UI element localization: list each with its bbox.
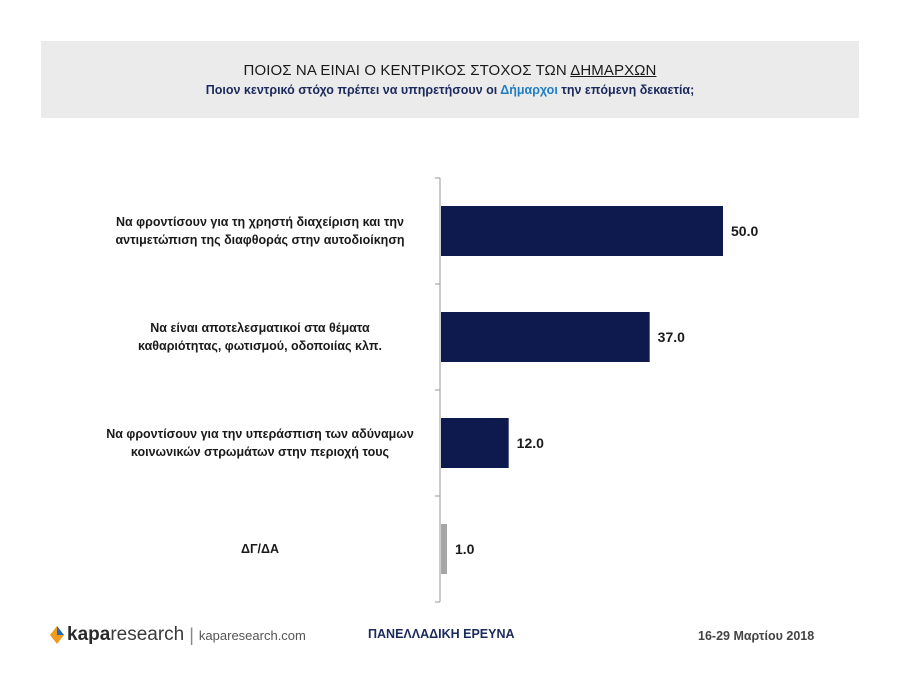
category-label-line: Να φροντίσουν για τη χρηστή διαχείριση κ… xyxy=(115,215,404,229)
bar-value-label-1: 50.0 xyxy=(731,223,758,239)
brand-bold: kapa xyxy=(67,624,111,645)
chart-subtitle-prefix: Ποιον κεντρικό στόχο πρέπει να υπηρετήσο… xyxy=(205,83,501,97)
bar-value-label-2: 37.0 xyxy=(658,329,685,345)
category-label-line: Να φροντίσουν για την υπεράσπιση των αδύ… xyxy=(106,427,414,441)
chart-title-underlined: ΔΗΜΑΡΧΩΝ xyxy=(570,62,657,79)
bar-3 xyxy=(441,418,509,468)
survey-label: ΠΑΝΕΛΛΑΔΙΚΗ ΕΡΕΥΝΑ xyxy=(368,627,515,641)
footer-logo: kaparesearch | kaparesearch.com xyxy=(50,622,306,648)
chart-header: ΠΟΙΟΣ ΝΑ ΕΙΝΑΙ Ο ΚΕΝΤΡΙΚΟΣ ΣΤΟΧΟΣ ΤΩΝ ΔΗ… xyxy=(41,41,859,118)
category-label-3: Να φροντίσουν για την υπεράσπιση των αδύ… xyxy=(90,425,430,461)
category-label-4: ΔΓ/ΔΑ xyxy=(90,540,430,558)
brand-rest: research xyxy=(110,624,185,645)
brand-name: kaparesearch xyxy=(67,624,184,646)
bar-1 xyxy=(441,206,723,256)
category-label-line: ΔΓ/ΔΑ xyxy=(241,542,279,556)
category-label-line: Να είναι αποτελεσματικοί στα θέματα xyxy=(150,321,370,335)
category-label-line: αντιμετώπιση της διαφθοράς στην αυτοδιοί… xyxy=(115,233,405,247)
chart-subtitle-highlight: Δήμαρχοι xyxy=(500,83,558,97)
chart-subtitle-suffix: την επόμενη δεκαετία; xyxy=(557,83,695,97)
chart-subtitle: Ποιον κεντρικό στόχο πρέπει να υπηρετήσο… xyxy=(41,83,859,97)
category-label-line: καθαριότητας, φωτισμού, οδοποιίας κλπ. xyxy=(138,339,382,353)
category-label-1: Να φροντίσουν για τη χρηστή διαχείριση κ… xyxy=(90,213,430,249)
brand-url: kaparesearch.com xyxy=(198,627,306,643)
bar-value-label-4: 1.0 xyxy=(455,541,475,557)
brand-separator: | xyxy=(189,624,194,645)
survey-date: 16-29 Μαρτίου 2018 xyxy=(698,629,815,643)
bar-2 xyxy=(441,312,650,362)
category-label-line: κοινωνικών στρωμάτων στην περιοχή τους xyxy=(130,445,390,459)
bar-value-label-3: 12.0 xyxy=(517,435,544,451)
kapa-logo-icon xyxy=(50,626,64,644)
category-label-2: Να είναι αποτελεσματικοί στα θέματα καθαρ… xyxy=(90,319,430,355)
chart-title-prefix: ΠΟΙΟΣ ΝΑ ΕΙΝΑΙ Ο ΚΕΝΤΡΙΚΟΣ ΣΤΟΧΟΣ ΤΩΝ xyxy=(243,62,571,79)
bar-4 xyxy=(441,524,447,574)
chart-title: ΠΟΙΟΣ ΝΑ ΕΙΝΑΙ Ο ΚΕΝΤΡΙΚΟΣ ΣΤΟΧΟΣ ΤΩΝ ΔΗ… xyxy=(41,62,859,79)
